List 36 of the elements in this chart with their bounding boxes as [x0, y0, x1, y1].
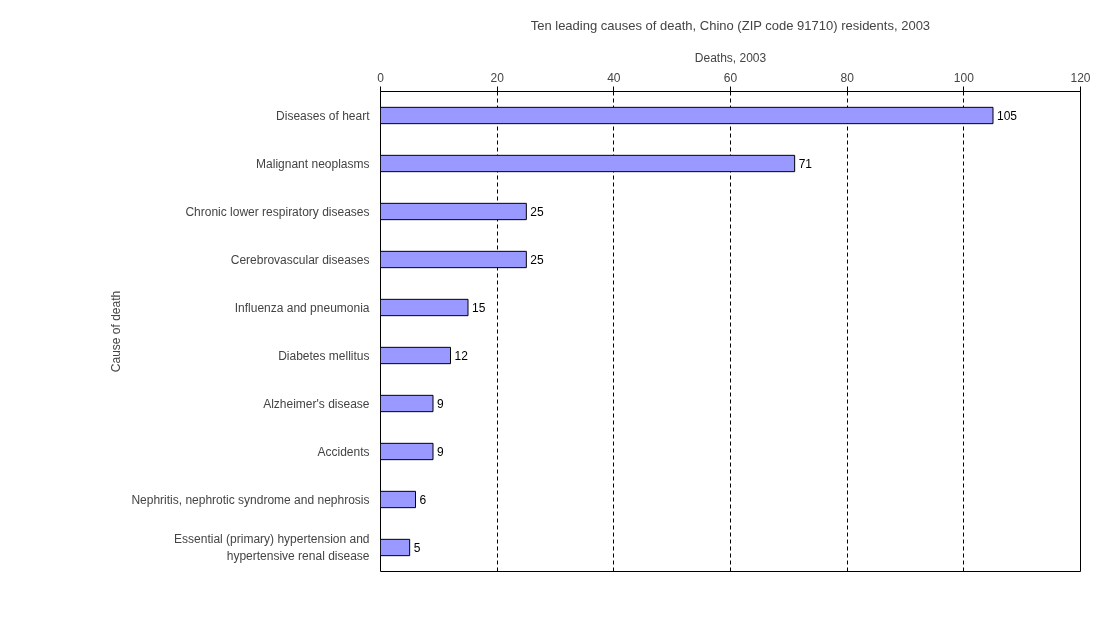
bar [380, 538, 411, 557]
data-label: 9 [437, 397, 444, 411]
x-tick-label: 100 [953, 70, 975, 85]
data-label: 25 [530, 205, 545, 219]
bar [380, 442, 434, 461]
y-tick-label: Diabetes mellitus [278, 348, 370, 363]
y-tick-label: Influenza and pneumonia [234, 300, 370, 315]
x-tick-label: 0 [377, 70, 385, 85]
y-tick-label: Nephritis, nephrotic syndrome and nephrosis [131, 492, 370, 507]
x-tick-label: 80 [840, 70, 855, 85]
y-tick-label: Accidents [317, 444, 370, 459]
y-tick-label: Chronic lower respiratory diseases [185, 204, 370, 219]
data-label: 6 [419, 493, 427, 507]
x-tick-label: 40 [607, 70, 621, 85]
x-tick-label: 20 [490, 70, 505, 85]
data-label: 71 [798, 157, 813, 171]
data-label: 25 [530, 253, 545, 267]
data-label: 9 [437, 445, 444, 459]
bar [380, 346, 451, 365]
bar [380, 490, 416, 509]
y-tick-label: Malignant neoplasms [256, 156, 370, 171]
bar [380, 394, 434, 413]
chart-title: Ten leading causes of death, Chino (ZIP code 91710) residents, 2003 [530, 17, 931, 33]
y-tick-label: Alzheimer's disease [263, 396, 370, 411]
x-tick-label: 60 [723, 70, 738, 85]
data-label: 12 [454, 349, 469, 363]
data-label: 5 [413, 541, 421, 555]
y-axis-title: Cause of death [109, 290, 124, 373]
y-tick-label: Essential (primary) hypertension and hypertensive renal disease [174, 532, 370, 563]
data-label: 105 [997, 109, 1018, 123]
bar [380, 298, 469, 317]
x-tick-label: 120 [1070, 70, 1091, 85]
data-label: 15 [472, 301, 486, 315]
y-tick-label: Cerebrovascular diseases [230, 252, 370, 267]
x-axis-title: Deaths, 2003 [694, 50, 767, 65]
y-tick-label: Diseases of heart [276, 108, 371, 123]
